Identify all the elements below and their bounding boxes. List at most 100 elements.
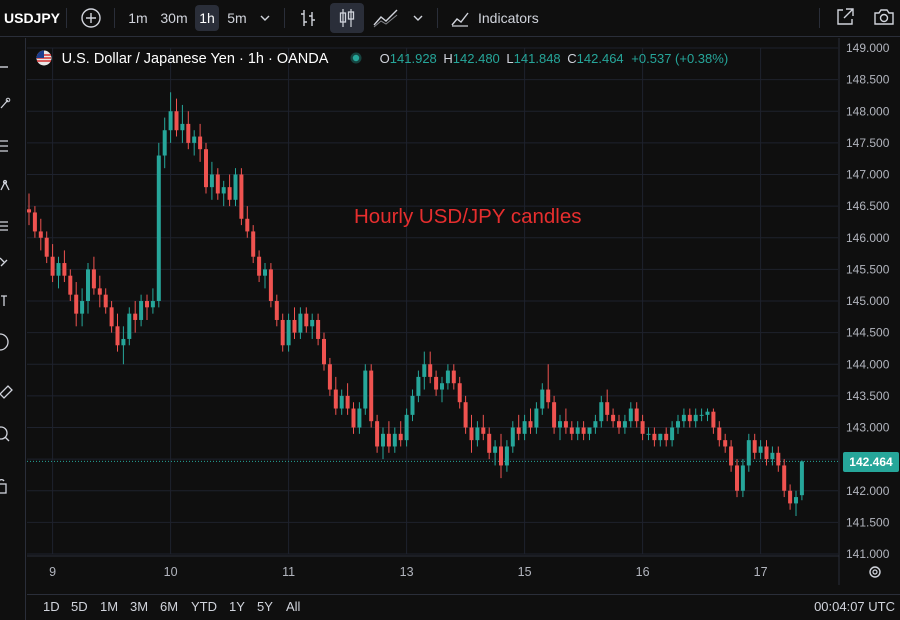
indicators-button[interactable]: Indicators (448, 5, 548, 31)
snapshot-icon[interactable] (872, 6, 896, 28)
candle-body (445, 370, 450, 384)
candle-body (617, 421, 621, 428)
candle (699, 408, 704, 422)
lock-icon[interactable] (0, 476, 20, 496)
candle-body (528, 421, 533, 428)
candle (611, 408, 616, 428)
candle-body (658, 433, 663, 441)
candle (605, 389, 610, 422)
candle (416, 370, 421, 403)
interval-1h[interactable]: 1h (195, 5, 219, 31)
candle (469, 414, 474, 453)
candle-body (198, 136, 203, 150)
change-value: +0.537 (+0.38%) (631, 51, 729, 66)
utc-clock[interactable]: 00:04:07 UTC (814, 599, 895, 614)
candle-body (434, 376, 439, 390)
candle (658, 433, 663, 447)
range-1m[interactable]: 1M (100, 599, 119, 614)
candle-style-button[interactable] (330, 3, 364, 33)
range-6m[interactable]: 6M (160, 599, 179, 614)
pattern-icon[interactable] (0, 176, 20, 196)
candle (386, 421, 391, 453)
candle (145, 294, 149, 320)
trendline-icon[interactable] (0, 93, 20, 113)
top-toolbar: USDJPY 1m 30m 1h 5m Indicators (0, 0, 900, 37)
candle (345, 383, 350, 415)
candle (764, 440, 769, 466)
shapes-icon[interactable] (0, 332, 20, 352)
interval-5m[interactable]: 5m (227, 10, 247, 26)
candle (499, 433, 503, 479)
candle (221, 180, 226, 207)
chevron-down-icon[interactable] (258, 12, 272, 24)
candle-body (386, 433, 391, 447)
chevron-down-icon[interactable] (411, 12, 425, 24)
candle (263, 263, 267, 289)
candle-body (227, 187, 232, 200)
indicators-icon (451, 12, 469, 27)
candle (292, 307, 297, 339)
pair-title: U.S. Dollar / Japanese Yen · 1h · OANDA (61, 51, 329, 67)
settings-icon[interactable] (869, 566, 881, 578)
candle (280, 313, 285, 352)
area-style-icon[interactable] (372, 7, 400, 29)
candle (569, 421, 574, 441)
candle (693, 408, 698, 428)
y-tick-label: 143.000 (846, 421, 890, 435)
candle-body (664, 433, 669, 441)
text-icon[interactable] (0, 290, 20, 310)
candle-body (605, 402, 610, 415)
candle-body (174, 111, 179, 131)
interval-30m[interactable]: 30m (160, 10, 188, 26)
candle (327, 357, 332, 396)
candle (44, 231, 49, 264)
range-all[interactable]: All (286, 599, 301, 614)
add-symbol-icon[interactable] (80, 7, 102, 29)
candle-body (416, 376, 421, 396)
range-1y[interactable]: 1Y (229, 599, 245, 614)
market-status-icon[interactable] (350, 52, 362, 64)
candle-body (699, 414, 704, 416)
range-5d[interactable]: 5D (71, 599, 88, 614)
candle (27, 193, 31, 226)
interval-1m[interactable]: 1m (128, 10, 148, 26)
y-tick-label: 143.500 (846, 389, 890, 403)
candle-body (363, 370, 368, 409)
range-ytd[interactable]: YTD (191, 599, 217, 614)
candle-body (504, 446, 509, 466)
range-1d[interactable]: 1D (43, 599, 60, 614)
candle-body (263, 269, 267, 276)
candle (758, 440, 763, 460)
cursor-icon[interactable] (0, 57, 20, 77)
candle (528, 408, 533, 434)
brush-icon[interactable] (0, 252, 20, 272)
forecast-icon[interactable] (0, 216, 20, 236)
candle (62, 250, 67, 283)
candle (168, 92, 173, 143)
x-tick-label: 13 (400, 565, 414, 579)
symbol-search[interactable]: USDJPY (4, 10, 61, 26)
candle (245, 206, 250, 238)
candle (534, 402, 539, 434)
candle (723, 433, 728, 453)
fullscreen-icon[interactable] (834, 6, 856, 28)
zoom-icon[interactable] (0, 425, 20, 445)
low-value: 141.848 (513, 51, 561, 66)
price-chart[interactable]: 149.000 148.500 148.000 147.500 147.000 146.5… (27, 38, 900, 620)
bar-style-icon[interactable] (297, 7, 319, 29)
range-5y[interactable]: 5Y (257, 599, 273, 614)
candle-body (339, 395, 344, 409)
y-tick-label: 141.000 (846, 547, 890, 561)
last-price-tag: 142.464 (843, 452, 899, 472)
candle-body (180, 123, 185, 131)
candle-body (640, 421, 645, 434)
range-3m[interactable]: 3M (130, 599, 149, 614)
y-tick-label: 144.500 (846, 326, 890, 340)
candle (38, 218, 43, 251)
candle (705, 408, 710, 422)
candle (398, 421, 403, 447)
y-tick-label: 148.000 (846, 104, 890, 118)
fib-icon[interactable] (0, 136, 20, 156)
ruler-icon[interactable] (0, 380, 20, 400)
candle-body (127, 313, 132, 339)
